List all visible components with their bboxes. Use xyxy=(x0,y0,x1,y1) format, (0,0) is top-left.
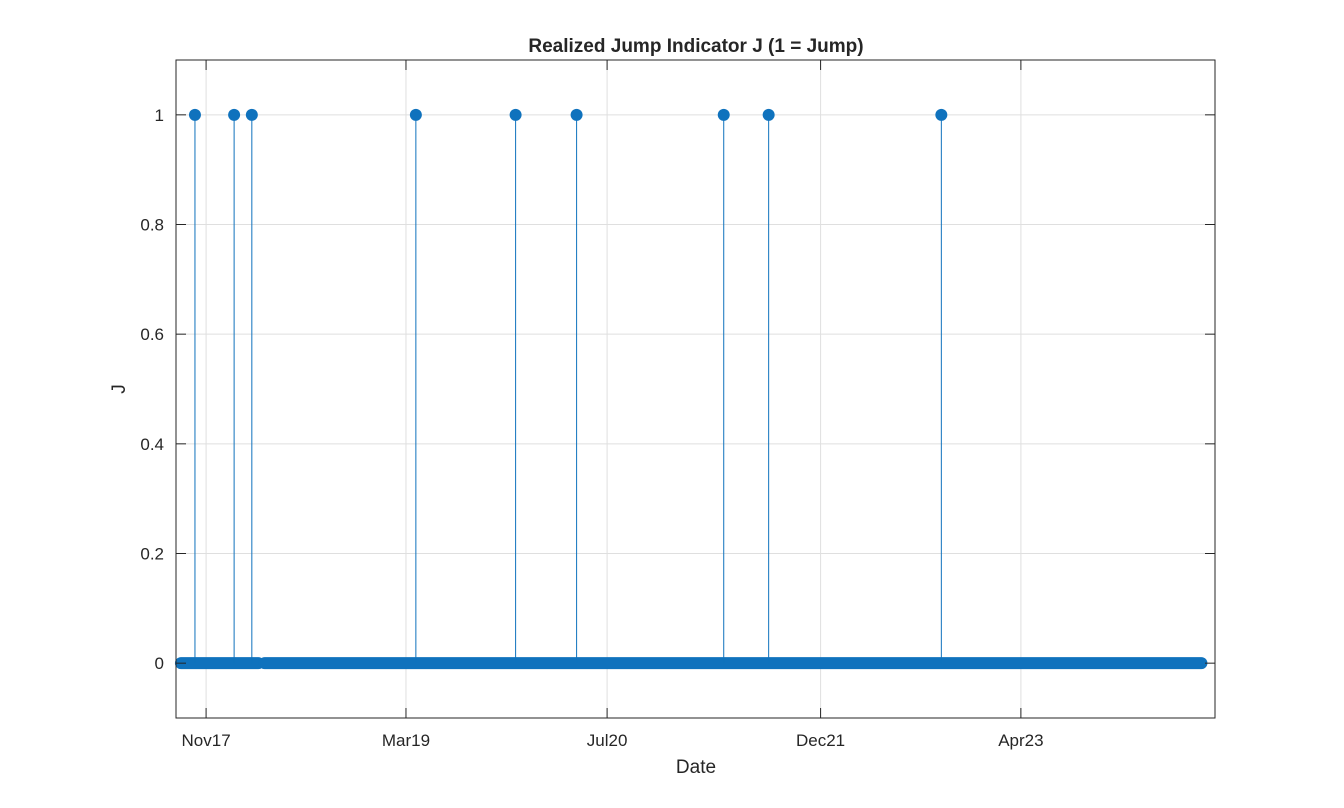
axis-ticks xyxy=(176,60,1215,718)
grid-lines xyxy=(176,60,1215,718)
jump-marker xyxy=(228,108,241,121)
jump-marker xyxy=(570,108,583,121)
plot-area xyxy=(176,60,1215,718)
y-tick-label: 0.6 xyxy=(140,325,164,344)
jump-marker xyxy=(188,108,201,121)
x-tick-labels: Nov17 Mar19 Jul20 Dec21 Apr23 xyxy=(182,731,1044,750)
jump-marker xyxy=(935,108,948,121)
y-axis-label: J xyxy=(109,384,130,394)
jump-marker xyxy=(509,108,522,121)
y-tick-label: 0.4 xyxy=(140,435,164,454)
x-axis-label: Date xyxy=(676,757,716,778)
y-tick-label: 0.2 xyxy=(140,545,164,564)
jump-marker xyxy=(245,108,258,121)
y-tick-label: 0.8 xyxy=(140,216,164,235)
y-tick-label: 0 xyxy=(155,654,164,673)
x-tick-label: Apr23 xyxy=(998,731,1043,750)
jump-marker xyxy=(717,108,730,121)
x-tick-label: Dec21 xyxy=(796,731,845,750)
jump-stems xyxy=(188,108,948,664)
x-tick-label: Mar19 xyxy=(382,731,430,750)
chart-title: Realized Jump Indicator J (1 = Jump) xyxy=(528,36,863,57)
jump-marker xyxy=(762,108,775,121)
x-tick-label: Nov17 xyxy=(182,731,231,750)
y-tick-label: 1 xyxy=(155,106,164,125)
axes-box xyxy=(175,59,1216,719)
y-tick-labels: 0 0.2 0.4 0.6 0.8 1 xyxy=(140,106,164,673)
x-tick-label: Jul20 xyxy=(587,731,628,750)
jump-marker xyxy=(409,108,422,121)
